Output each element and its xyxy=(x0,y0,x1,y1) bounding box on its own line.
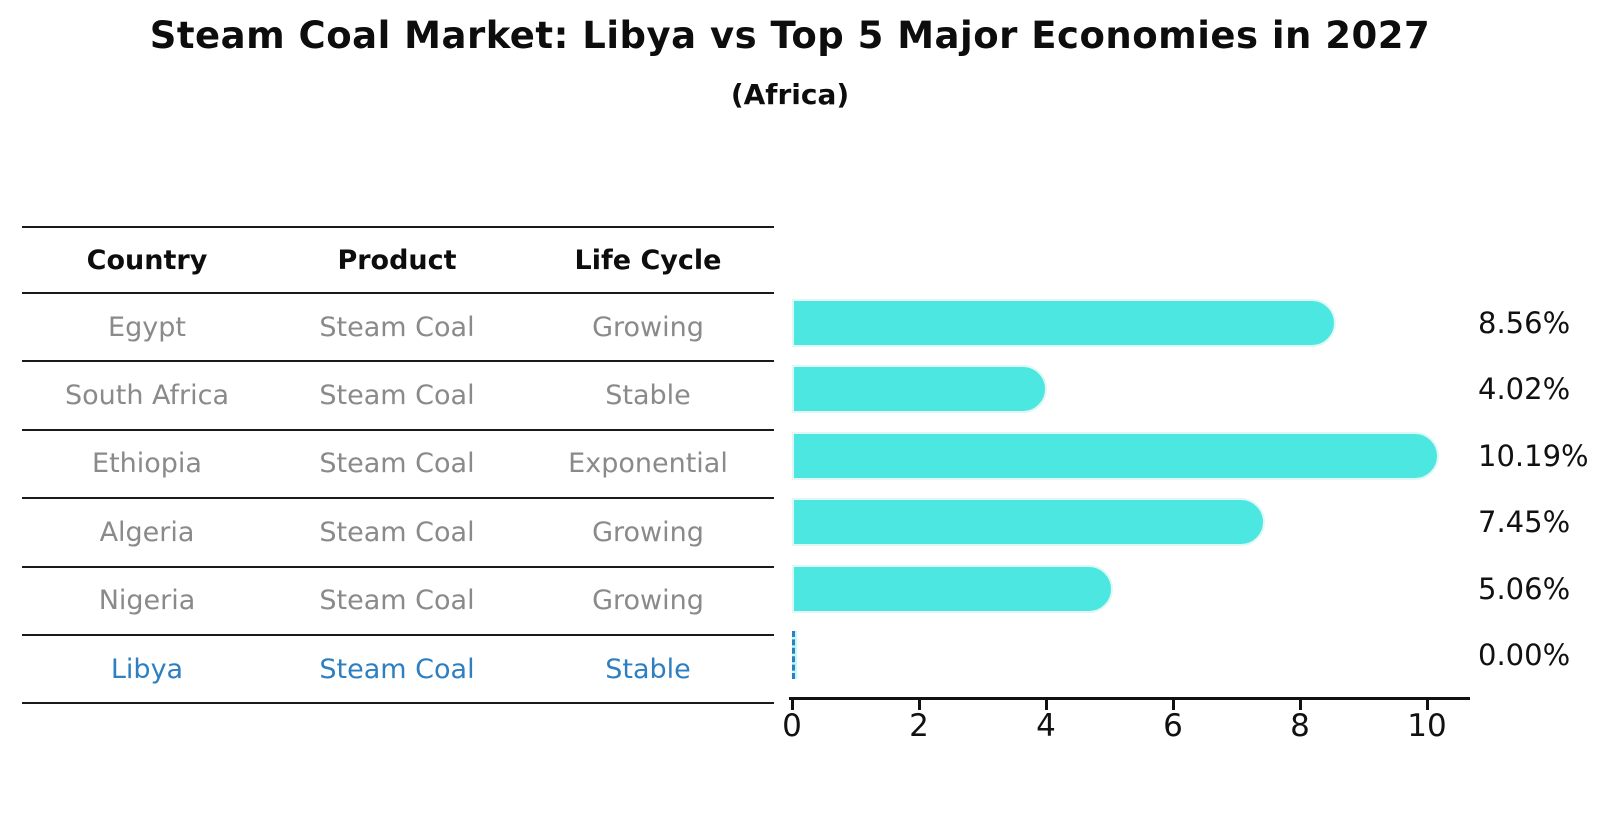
value-label: 8.56% xyxy=(1478,306,1571,340)
bar-egypt xyxy=(792,299,1336,347)
x-axis-tick-label: 4 xyxy=(1036,708,1056,744)
cell-country: Nigeria xyxy=(98,585,196,617)
table-header-row: Country Product Life Cycle xyxy=(22,228,774,294)
bar-ethiopia xyxy=(792,431,1440,480)
table-row: Ethiopia Steam Coal Exponential xyxy=(22,431,774,500)
column-header-country: Country xyxy=(86,244,208,276)
cell-product: Steam Coal xyxy=(319,311,475,343)
x-axis-tick xyxy=(1171,698,1175,710)
cell-product: Steam Coal xyxy=(319,516,475,548)
cell-country: Ethiopia xyxy=(92,448,202,480)
cell-country: Algeria xyxy=(99,516,195,548)
cell-life-cycle: Stable xyxy=(605,380,691,412)
x-axis-line xyxy=(789,697,1470,700)
table-row: Egypt Steam Coal Growing xyxy=(22,294,774,363)
cell-product: Steam Coal xyxy=(319,380,475,412)
cell-life-cycle: Growing xyxy=(592,311,704,343)
country-table: Country Product Life Cycle Egypt Steam C… xyxy=(22,226,774,705)
x-axis-tick xyxy=(1298,698,1302,710)
value-label: 5.06% xyxy=(1478,571,1571,606)
cell-product: Steam Coal xyxy=(319,448,475,480)
table-row-libya-highlight: Libya Steam Coal Stable xyxy=(22,636,774,705)
cell-life-cycle: Growing xyxy=(592,516,704,548)
bar-south-africa xyxy=(792,365,1048,414)
column-header-life-cycle: Life Cycle xyxy=(574,244,722,276)
x-axis-tick-label: 6 xyxy=(1163,708,1183,744)
x-axis-tick-label: 2 xyxy=(909,708,929,744)
table-row: Nigeria Steam Coal Growing xyxy=(22,568,774,636)
column-header-product: Product xyxy=(337,244,457,276)
x-axis-tick xyxy=(1425,698,1429,710)
value-label: 10.19% xyxy=(1478,438,1589,473)
cell-life-cycle: Exponential xyxy=(568,448,728,480)
x-axis-tick-label: 8 xyxy=(1290,708,1310,744)
bar-nigeria xyxy=(792,564,1114,613)
table-row: South Africa Steam Coal Stable xyxy=(22,362,774,431)
bar-libya-zero-marker xyxy=(792,631,797,679)
cell-life-cycle: Growing xyxy=(592,585,704,617)
cell-country: South Africa xyxy=(64,380,230,412)
x-axis-tick-label: 10 xyxy=(1407,708,1447,744)
value-label: 4.02% xyxy=(1478,372,1571,407)
chart-title: Steam Coal Market: Libya vs Top 5 Major … xyxy=(149,14,1431,57)
cell-product: Steam Coal xyxy=(319,653,475,685)
x-axis-tick xyxy=(790,698,794,710)
table-row: Algeria Steam Coal Growing xyxy=(22,499,774,568)
cell-country: Libya xyxy=(110,653,184,685)
x-axis-tick xyxy=(917,698,921,710)
value-label: 7.45% xyxy=(1478,505,1571,540)
value-label: 0.00% xyxy=(1478,638,1571,672)
x-axis-tick xyxy=(1044,698,1048,710)
cell-product: Steam Coal xyxy=(319,585,475,617)
x-axis-tick-label: 0 xyxy=(782,708,802,744)
cell-country: Egypt xyxy=(108,311,186,343)
chart-subtitle: (Africa) xyxy=(730,78,850,111)
bar-algeria xyxy=(792,498,1266,547)
cell-life-cycle: Stable xyxy=(605,653,691,685)
